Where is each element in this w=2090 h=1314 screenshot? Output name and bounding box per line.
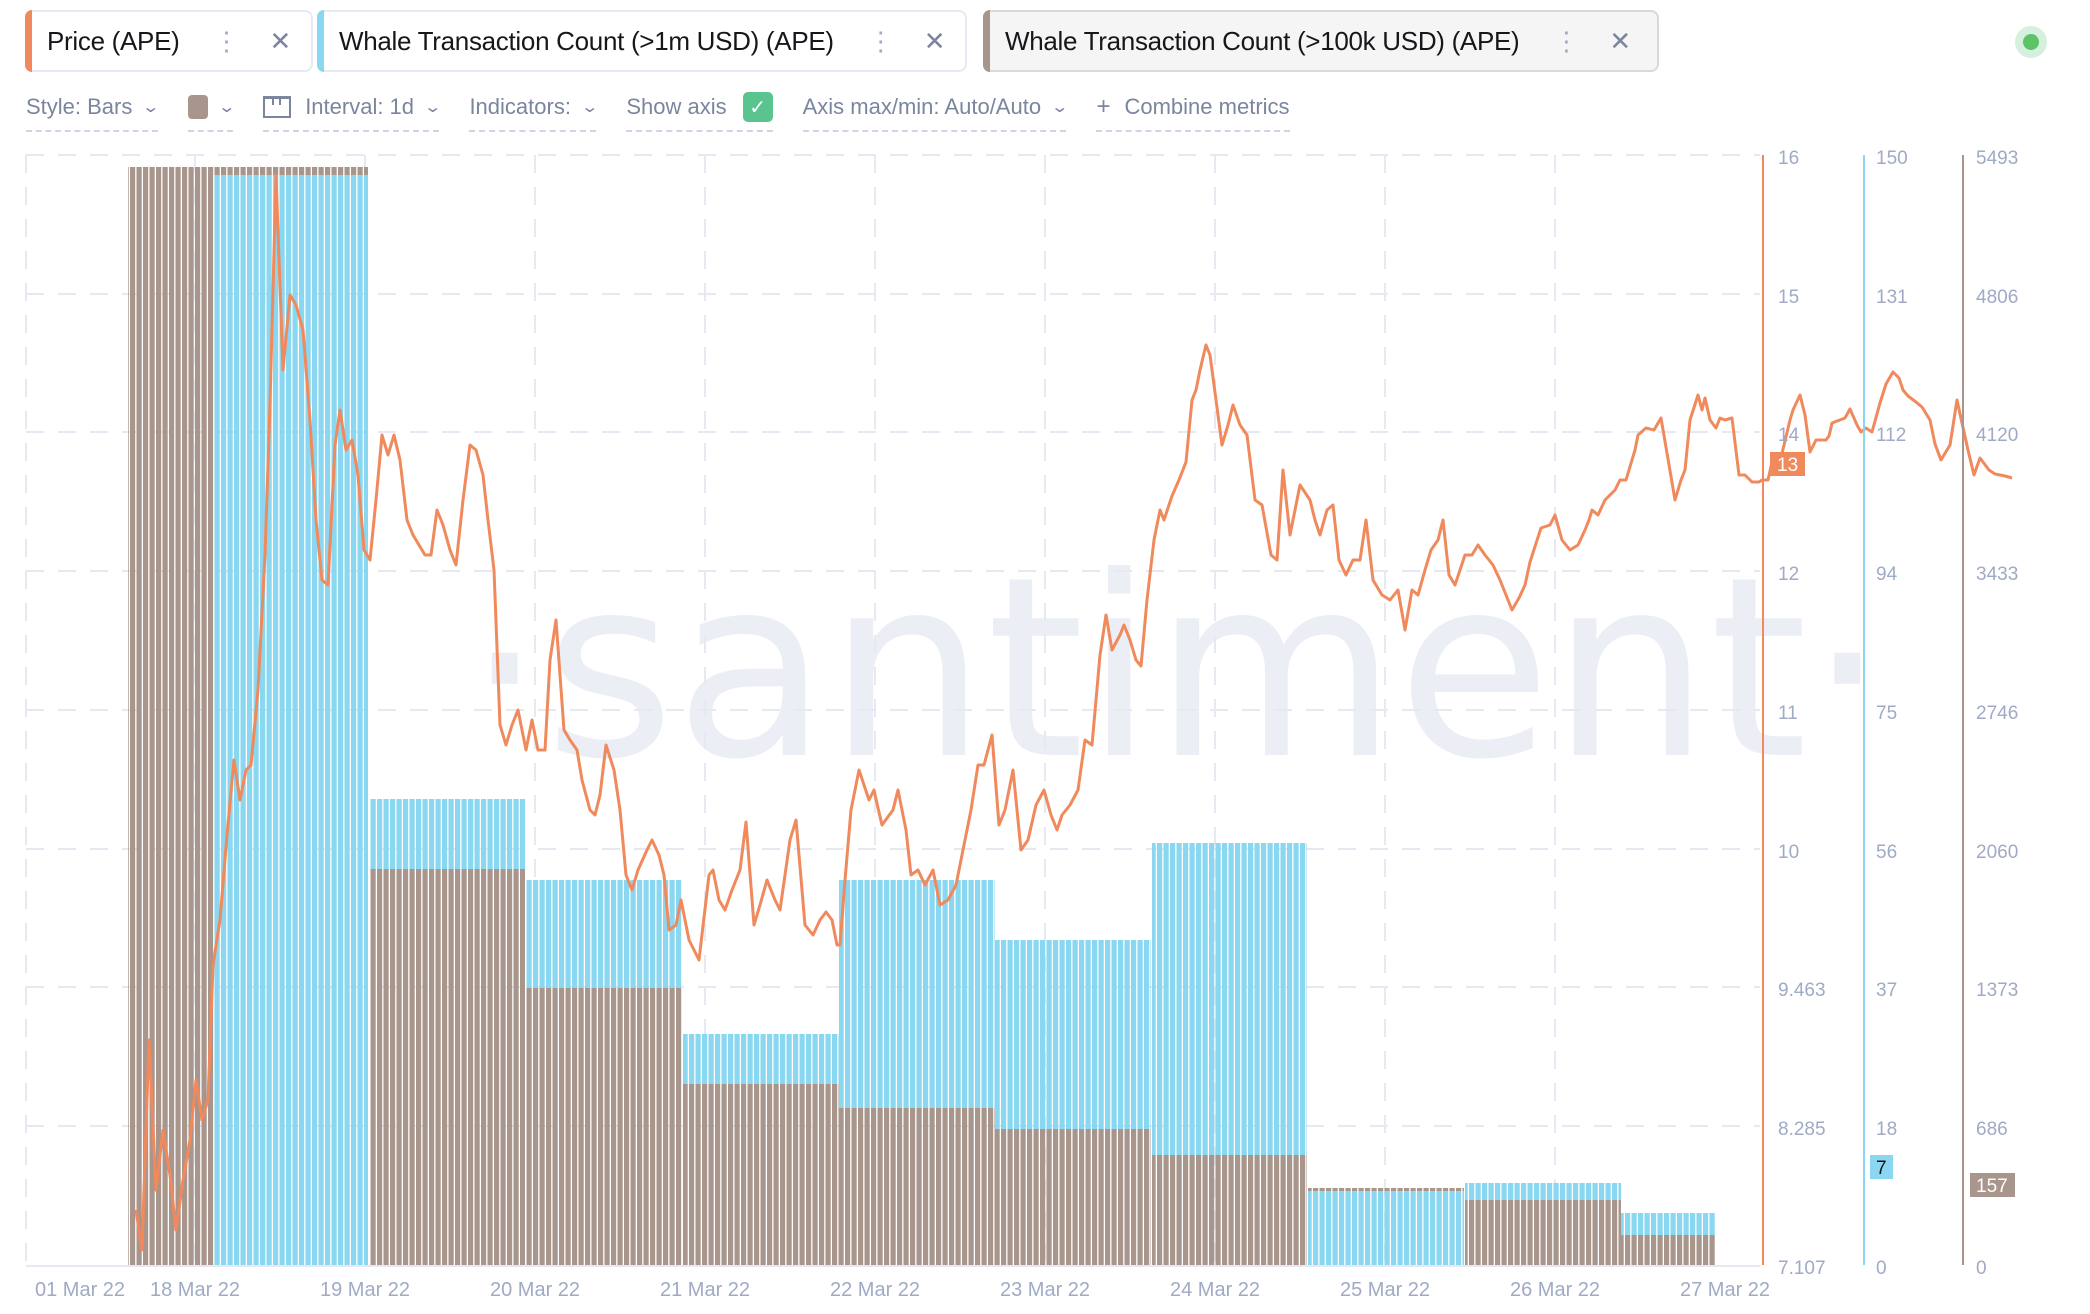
tab-whale-1m[interactable]: Whale Transaction Count (>1m USD) (APE) … — [317, 10, 967, 72]
svg-text:2060: 2060 — [1976, 842, 2018, 863]
tab-whale-100k[interactable]: Whale Transaction Count (>100k USD) (APE… — [983, 10, 1659, 72]
interval-label: Interval: 1d — [305, 94, 415, 119]
svg-text:23 Mar 22: 23 Mar 22 — [1000, 1279, 1090, 1301]
svg-text:131: 131 — [1876, 287, 1908, 308]
svg-text:11: 11 — [1778, 703, 1798, 724]
axis-maxmin-dropdown[interactable]: Axis max/min: Auto/Auto ⌄ — [802, 92, 1070, 132]
whale-100k-last-value: 157 — [1976, 1176, 2008, 1197]
svg-text:20 Mar 22: 20 Mar 22 — [490, 1279, 580, 1301]
whale-1m-last-value-badge — [1870, 1155, 1893, 1179]
svg-text:3433: 3433 — [1976, 564, 2018, 585]
x-axis-labels: 01 Mar 22 18 Mar 22 19 Mar 22 20 Mar 22 … — [35, 1279, 1770, 1301]
svg-text:5493: 5493 — [1976, 148, 2018, 169]
svg-text:686: 686 — [1976, 1119, 2008, 1140]
tab-label: Price (APE) — [47, 25, 180, 56]
svg-text:1373: 1373 — [1976, 980, 2018, 1001]
kebab-icon[interactable]: ⋮ — [1553, 26, 1580, 56]
close-icon[interactable]: ✕ — [1609, 25, 1632, 56]
svg-text:4806: 4806 — [1976, 287, 2018, 308]
svg-text:4120: 4120 — [1976, 425, 2018, 446]
connection-status-icon — [2015, 26, 2047, 58]
tab-price[interactable]: Price (APE) ⋮ ✕ — [25, 10, 313, 72]
svg-text:16: 16 — [1778, 148, 1799, 169]
whale-1m-last-value: 7 — [1876, 1158, 1887, 1179]
price-last-value-badge — [1770, 452, 1805, 476]
kebab-icon[interactable]: ⋮ — [213, 26, 240, 56]
color-dropdown[interactable]: ⌄ — [187, 92, 236, 132]
svg-text:21 Mar 22: 21 Mar 22 — [660, 1279, 750, 1301]
svg-text:26 Mar 22: 26 Mar 22 — [1510, 1279, 1600, 1301]
svg-text:7.107: 7.107 — [1778, 1258, 1826, 1279]
svg-text:19 Mar 22: 19 Mar 22 — [320, 1279, 410, 1301]
svg-text:2746: 2746 — [1976, 703, 2018, 724]
close-icon[interactable]: ✕ — [269, 25, 292, 56]
combine-metrics-label: Combine metrics — [1124, 94, 1290, 119]
svg-text:14: 14 — [1778, 425, 1800, 446]
indicators-dropdown[interactable]: Indicators: ⌄ — [469, 92, 600, 132]
svg-text:18: 18 — [1876, 1119, 1897, 1140]
price-axis: 16 15 14 12 11 10 9.463 8.285 7.107 13 — [1762, 148, 1826, 1279]
svg-text:10: 10 — [1778, 842, 1799, 863]
svg-text:25 Mar 22: 25 Mar 22 — [1340, 1279, 1430, 1301]
show-axis-toggle[interactable]: Show axis ✓ — [626, 92, 773, 132]
style-label: Style: Bars — [26, 94, 133, 119]
chevron-down-icon: ⌄ — [580, 99, 600, 116]
svg-text:0: 0 — [1976, 1258, 1987, 1279]
svg-text:24 Mar 22: 24 Mar 22 — [1170, 1279, 1260, 1301]
svg-text:75: 75 — [1876, 703, 1897, 724]
svg-text:12: 12 — [1778, 564, 1799, 585]
combine-metrics-button[interactable]: + Combine metrics — [1096, 92, 1290, 132]
tab-label: Whale Transaction Count (>1m USD) (APE) — [339, 25, 834, 56]
svg-text:9.463: 9.463 — [1778, 980, 1826, 1001]
axis-maxmin-label: Axis max/min: Auto/Auto — [802, 94, 1042, 119]
calendar-icon — [263, 96, 292, 118]
svg-text:112: 112 — [1876, 425, 1906, 446]
svg-text:37: 37 — [1876, 980, 1897, 1001]
metric-settings-toolbar: Style: Bars ⌄ ⌄ Interval: 1d ⌄ Indicator… — [26, 92, 1320, 132]
kebab-icon[interactable]: ⋮ — [867, 26, 894, 56]
svg-text:94: 94 — [1876, 564, 1898, 585]
close-icon[interactable]: ✕ — [923, 25, 946, 56]
tab-color-stripe — [25, 10, 32, 72]
svg-text:01 Mar 22: 01 Mar 22 — [35, 1279, 125, 1301]
chevron-down-icon: ⌄ — [1050, 99, 1070, 116]
whale-1m-bars[interactable] — [213, 175, 1715, 1265]
show-axis-label: Show axis — [626, 94, 727, 119]
interval-dropdown[interactable]: Interval: 1d ⌄ — [263, 92, 443, 132]
whale-1m-axis: 150 131 112 94 75 56 37 18 0 7 — [1863, 148, 1908, 1279]
svg-text:27 Mar 22: 27 Mar 22 — [1680, 1279, 1770, 1301]
whale-100k-last-value-badge — [1970, 1173, 2015, 1197]
tab-label: Whale Transaction Count (>100k USD) (APE… — [1005, 25, 1520, 56]
svg-text:0: 0 — [1876, 1258, 1887, 1279]
color-swatch — [187, 95, 208, 119]
style-dropdown[interactable]: Style: Bars ⌄ — [26, 92, 161, 132]
price-line[interactable] — [134, 173, 2013, 1252]
indicators-label: Indicators: — [469, 94, 571, 119]
svg-text:18 Mar 22: 18 Mar 22 — [150, 1279, 240, 1301]
whale-100k-bars[interactable] — [128, 167, 1715, 1265]
chevron-down-icon: ⌄ — [217, 99, 236, 116]
chevron-down-icon: ⌄ — [423, 99, 443, 116]
chevron-down-icon: ⌄ — [141, 99, 161, 116]
svg-text:150: 150 — [1876, 148, 1908, 169]
tab-color-stripe — [983, 10, 990, 72]
price-last-value: 13 — [1777, 455, 1798, 476]
santiment-watermark: ·santiment· — [465, 523, 1887, 814]
svg-text:8.285: 8.285 — [1778, 1119, 1826, 1140]
plus-icon: + — [1096, 93, 1111, 120]
svg-text:56: 56 — [1876, 842, 1897, 863]
tab-color-stripe — [317, 10, 324, 72]
svg-text:15: 15 — [1778, 287, 1799, 308]
checkbox-checked-icon[interactable]: ✓ — [742, 92, 773, 122]
whale-100k-axis: 5493 4806 4120 3433 2746 2060 1373 686 0… — [1962, 148, 2018, 1279]
svg-text:22 Mar 22: 22 Mar 22 — [830, 1279, 920, 1301]
